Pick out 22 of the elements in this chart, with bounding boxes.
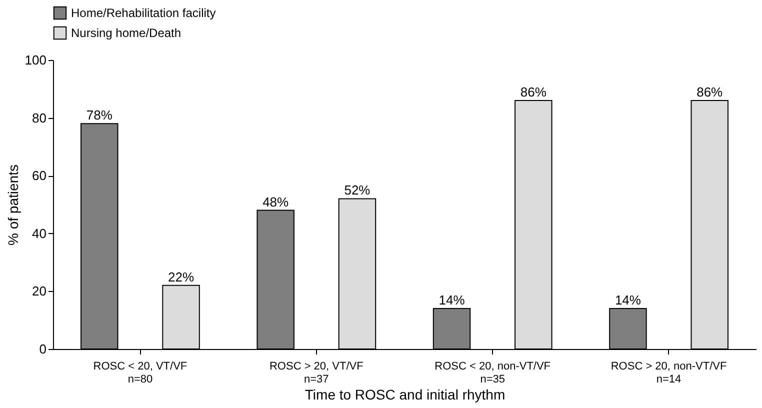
data-label: 78% <box>86 108 113 123</box>
data-label: 52% <box>344 182 371 198</box>
x-axis-title: Time to ROSC and initial rhythm <box>304 386 506 402</box>
data-label: 14% <box>614 292 642 308</box>
data-label: 22% <box>168 269 194 284</box>
y-tick-label: 40 <box>32 226 46 241</box>
legend-label: Nursing home/Death <box>71 26 182 40</box>
y-tick-label: 0 <box>39 342 46 356</box>
data-label: 14% <box>438 292 466 308</box>
y-tick-label: 20 <box>32 284 46 299</box>
x-tick-label: ROSC < 20, VT/VF n=80 <box>93 360 188 386</box>
y-tick-label: 60 <box>32 168 46 184</box>
legend-label: Home/Rehabilitation facility <box>71 6 216 20</box>
data-label: 86% <box>696 84 724 100</box>
x-tick-label: ROSC > 20, VT/VF n=37 <box>269 360 364 386</box>
y-axis-title: % of patients <box>4 164 21 246</box>
data-label: 48% <box>262 194 290 210</box>
x-tick-label: ROSC > 20, non-VT/VF n=14 <box>610 360 727 386</box>
data-label: 86% <box>520 84 547 100</box>
y-tick-label: 80 <box>32 110 46 126</box>
y-tick-label: 100 <box>24 52 46 68</box>
x-tick-label: ROSC < 20, non-VT/VF n=35 <box>434 360 551 386</box>
